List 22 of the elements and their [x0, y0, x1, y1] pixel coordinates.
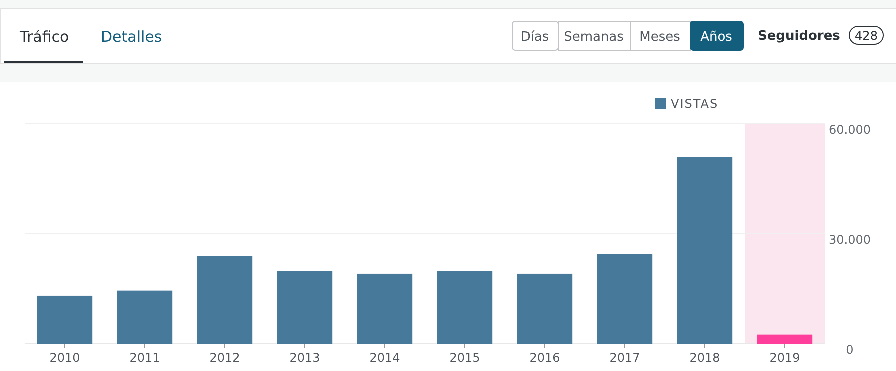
x-tick-label: 2012	[210, 351, 240, 365]
x-tick-label: 2018	[690, 351, 720, 365]
text: Tráfico	[19, 28, 70, 46]
text: Seguidores	[758, 29, 841, 44]
y-tick-label: 30.000	[829, 233, 871, 247]
text: Detalles	[101, 28, 162, 46]
legend-label: VISTAS	[671, 97, 719, 111]
text: Semanas	[564, 30, 624, 45]
x-tick-label: 2010	[50, 351, 80, 365]
x-tick-label: 2017	[610, 351, 640, 365]
x-tick-label: 2014	[370, 351, 400, 365]
text: Meses	[640, 30, 681, 45]
text: 428	[855, 29, 878, 43]
x-tick-label: 2013	[290, 351, 320, 365]
x-tick-label: 2019	[770, 351, 800, 365]
text: Días	[520, 30, 550, 45]
text: Años	[700, 30, 733, 45]
x-tick-label: 2015	[450, 351, 480, 365]
x-tick-label: 2016	[530, 351, 560, 365]
y-tick-label: 60.000	[829, 123, 871, 137]
x-tick-label: 2011	[130, 351, 160, 365]
y-tick-label: 0	[846, 343, 854, 357]
